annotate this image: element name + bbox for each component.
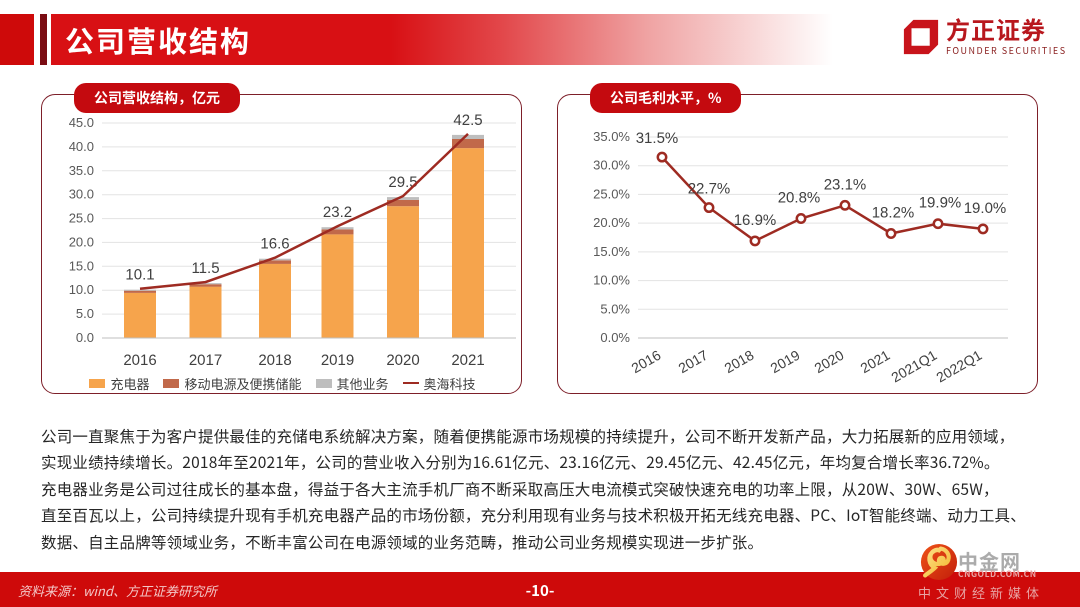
svg-text:15.0: 15.0 <box>69 258 94 273</box>
svg-text:2019: 2019 <box>768 347 803 377</box>
svg-text:45.0: 45.0 <box>69 115 94 130</box>
svg-text:25.0%: 25.0% <box>593 186 630 201</box>
svg-text:16.6: 16.6 <box>260 236 289 253</box>
svg-text:5.0%: 5.0% <box>600 301 630 316</box>
svg-text:42.5: 42.5 <box>453 112 482 129</box>
svg-text:2016: 2016 <box>629 347 664 377</box>
svg-text:16.9%: 16.9% <box>734 212 777 229</box>
svg-text:30.0%: 30.0% <box>593 158 630 173</box>
svg-text:2019: 2019 <box>321 352 354 369</box>
svg-text:15.0%: 15.0% <box>593 244 630 259</box>
svg-text:2018: 2018 <box>258 352 291 369</box>
svg-text:2021Q1: 2021Q1 <box>888 347 939 386</box>
svg-text:31.5%: 31.5% <box>636 130 679 147</box>
svg-text:2017: 2017 <box>676 347 711 377</box>
svg-text:10.1: 10.1 <box>125 267 154 284</box>
svg-text:2018: 2018 <box>722 347 757 377</box>
svg-text:22.7%: 22.7% <box>688 181 731 198</box>
svg-text:2016: 2016 <box>123 352 156 369</box>
svg-text:0.0%: 0.0% <box>600 330 630 345</box>
svg-text:5.0: 5.0 <box>76 306 94 321</box>
svg-text:2021: 2021 <box>451 352 484 369</box>
svg-text:0.0: 0.0 <box>76 330 94 345</box>
svg-text:10.0%: 10.0% <box>593 273 630 288</box>
svg-text:2022Q1: 2022Q1 <box>933 347 984 386</box>
svg-text:30.0: 30.0 <box>69 187 94 202</box>
svg-text:2017: 2017 <box>189 352 222 369</box>
svg-text:2020: 2020 <box>812 347 847 377</box>
svg-text:19.0%: 19.0% <box>964 200 1007 217</box>
svg-text:23.2: 23.2 <box>323 204 352 221</box>
svg-text:11.5: 11.5 <box>191 260 219 277</box>
svg-text:25.0: 25.0 <box>69 211 94 226</box>
svg-text:35.0: 35.0 <box>69 163 94 178</box>
svg-text:29.5: 29.5 <box>388 174 417 191</box>
svg-text:20.0: 20.0 <box>69 234 94 249</box>
svg-text:19.9%: 19.9% <box>919 195 962 212</box>
svg-text:23.1%: 23.1% <box>824 176 867 193</box>
svg-text:20.0%: 20.0% <box>593 215 630 230</box>
svg-text:40.0: 40.0 <box>69 139 94 154</box>
svg-text:18.2%: 18.2% <box>872 205 915 222</box>
svg-text:2020: 2020 <box>386 352 419 369</box>
svg-text:20.8%: 20.8% <box>778 190 821 207</box>
svg-text:10.0: 10.0 <box>69 282 94 297</box>
svg-text:35.0%: 35.0% <box>593 129 630 144</box>
